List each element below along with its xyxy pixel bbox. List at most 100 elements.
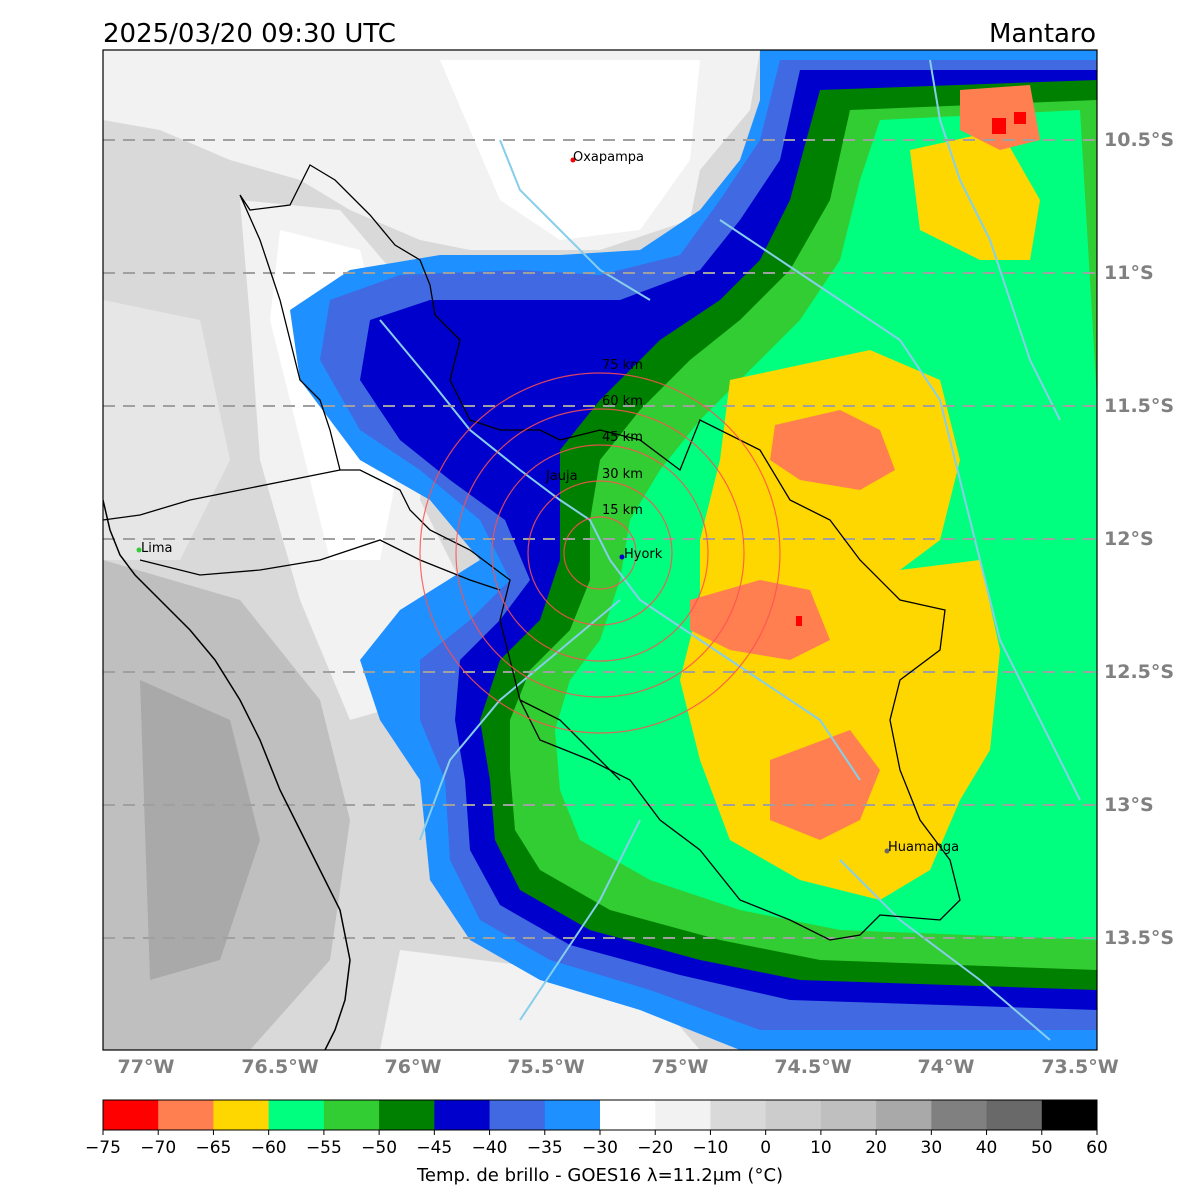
cloud-core-minus70-c [770,730,880,840]
latitude-labels: 10.5°S 11°S 11.5°S 12°S 12.5°S 13°S 13.5… [1104,129,1174,949]
range-ring-30km [527,480,673,626]
cloud-core-minus70-a [770,410,895,490]
clear-sky-south [380,950,700,1050]
region-title: Mantaro [989,19,1096,49]
pisco-river [519,819,641,1021]
colorbar-swatch [655,1100,711,1130]
colorbar-tick-label: 40 [976,1138,998,1158]
city-label-huamanga: Huamanga [888,840,959,855]
cloud-core-minus65-north [910,130,1040,260]
colorbar-tick-label: −55 [306,1138,342,1158]
cloud-core-minus65 [680,350,1000,900]
city-dot-huamanga [884,848,890,854]
colorbar-tick-label: −20 [637,1138,673,1158]
range-ring-60km [455,408,745,698]
colorbar-swatch [158,1100,214,1130]
mantaro-basin-outline [239,164,961,941]
lat-label-10-5s: 10.5°S [1104,129,1174,151]
colorbar-swatch [931,1100,988,1130]
city-label-hyork: Hyork [624,547,663,562]
colorbar-tick-label: −45 [416,1138,452,1158]
colorbar-swatch [213,1100,270,1130]
range-rings [419,372,781,734]
cloud-core-minus70-b [690,580,830,660]
canete-river [419,599,621,841]
timestamp-title: 2025/03/20 09:30 UTC [103,19,396,49]
lat-label-13-5s: 13.5°S [1104,927,1174,949]
colorbar-tick-label: 10 [810,1138,832,1158]
colorbar-swatch [765,1100,822,1130]
coastline [103,499,351,1050]
range-ring-45km [491,444,709,662]
lon-label-76-5w: 76.5°W [241,1056,318,1078]
colorbar-swatch [323,1100,380,1130]
ring-label-45km: 45 km [602,430,643,445]
longitude-labels: 77°W 76.5°W 76°W 75.5°W 75°W 74.5°W 74°W… [118,1056,1119,1078]
ring-label-15km: 15 km [602,503,643,518]
colorbar-tick-label: −75 [85,1138,121,1158]
colorbar-swatch [710,1100,767,1130]
mantaro-river [379,319,861,781]
coastal-haze [103,300,230,560]
lima-south-boundary [139,539,501,591]
city-label-jauja: Jauja [545,469,578,484]
colorbar-swatch [544,1100,601,1130]
ocean-cloud-patch [140,680,260,980]
colorbar-tick-label: −65 [195,1138,231,1158]
cloud-core-minus75-a [992,118,1006,134]
colorbar-swatch [268,1100,325,1130]
lon-label-75-5w: 75.5°W [507,1056,584,1078]
colorbar-swatch [1041,1100,1098,1130]
colorbar-tick-label: −50 [361,1138,397,1158]
lat-label-12-5s: 12.5°S [1104,661,1174,683]
colorbar-tick-label: −60 [251,1138,287,1158]
colorbar-swatch [103,1100,159,1130]
city-label-oxapampa: Oxapampa [573,150,644,165]
colorbar-swatch [986,1100,1043,1130]
city-dot-lima [136,547,142,553]
lon-label-74w: 74°W [918,1056,975,1078]
lat-gridlines [103,139,1097,939]
colorbar-swatch [820,1100,877,1130]
colorbar-tick-label: 30 [921,1138,943,1158]
rivers [379,59,1081,1041]
cloud-core-minus75-b [1014,112,1026,124]
city-markers: Oxapampa Lima Hyork Jauja Huamanga [136,150,959,855]
colorbar-swatch [600,1100,656,1130]
lat-label-13s: 13°S [1104,794,1154,816]
city-dot-hyork [619,554,625,560]
lon-label-76w: 76°W [385,1056,442,1078]
colorbar-tick-label: 0 [760,1138,771,1158]
lon-label-75w: 75°W [652,1056,709,1078]
lon-label-73-5w: 73.5°W [1041,1056,1118,1078]
colorbar-tick-label: 60 [1086,1138,1108,1158]
colorbar-tick-label: −30 [582,1138,618,1158]
colorbar-tick-label: −35 [527,1138,563,1158]
map-panel [103,50,1097,1050]
lat-label-12s: 12°S [1104,528,1154,550]
colorbar-tick-label: −10 [692,1138,728,1158]
colorbar-tick-label: −70 [140,1138,176,1158]
ene-river [719,219,1081,801]
colorbar-swatch [379,1100,435,1130]
colorbar-swatch [876,1100,932,1130]
huancavelica-boundary [519,699,621,781]
range-ring-75km [419,372,781,734]
lon-label-74-5w: 74.5°W [774,1056,851,1078]
map-frame [102,49,1098,1051]
colorbar-swatch [489,1100,546,1130]
cloud-core-minus75-c [796,616,802,626]
colorbar: −75 −70 −65 −60 −55 −50 −45 −40 −35 −30 −20 −10 0 10 2… [85,1099,1108,1158]
ring-label-75km: 75 km [602,358,643,373]
lima-boundary [103,469,341,521]
range-ring-15km [563,516,637,590]
tambo-river [929,59,1061,421]
pampas-river [839,859,1051,1041]
colorbar-tick-label: 20 [865,1138,887,1158]
pachitea-river [499,139,651,301]
cloud-core-minus70-north [960,85,1040,150]
city-label-lima: Lima [141,541,172,556]
city-dot-oxapampa [570,157,576,163]
lon-label-77w: 77°W [118,1056,175,1078]
